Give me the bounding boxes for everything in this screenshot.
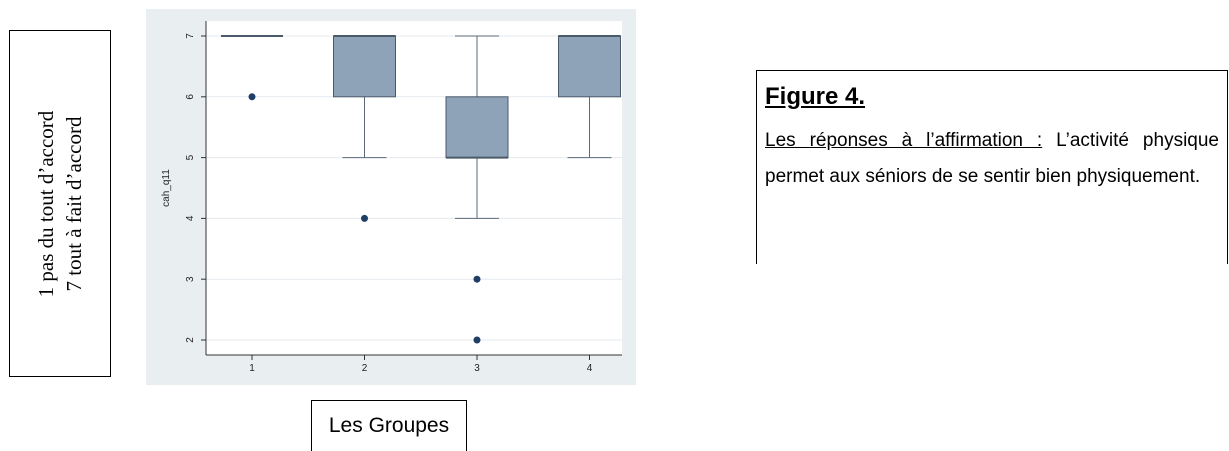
outlier-point (248, 93, 256, 101)
x-tick-label: 1 (249, 363, 255, 374)
y-tick-label: 6 (185, 94, 196, 100)
outlier-point (473, 336, 481, 344)
figure-lead: Les réponses à l’affirmation : (765, 130, 1043, 151)
box-iqr (445, 96, 509, 159)
x-tick-label: 3 (474, 363, 480, 374)
y-tick-label: 4 (185, 215, 196, 221)
x-tick-label: 2 (362, 363, 368, 374)
figure-title: Figure 4. (765, 83, 866, 110)
y-tick-label: 7 (185, 33, 196, 39)
y-tick-label: 3 (185, 276, 196, 282)
figure-caption-box: Figure 4. Les réponses à l’affirmation :… (756, 70, 1228, 264)
scale-line-2: 7 tout à fait d’accord (62, 116, 86, 291)
box-iqr (333, 35, 396, 98)
scale-line-1: 1 pas du tout d’accord (34, 110, 58, 297)
x-tick-label: 4 (587, 363, 593, 374)
box-iqr (558, 35, 621, 98)
box-plot-panel: 2 3 4 5 6 7 cah_q11 1 2 3 4 (146, 9, 636, 385)
figure-body: L’activité physique permet aux séniors d… (765, 130, 1219, 187)
y-axis-description-text: 1 pas du tout d’accord 7 tout à fait d’a… (32, 110, 88, 297)
box-plot-chart: 2 3 4 5 6 7 cah_q11 1 2 3 4 (161, 21, 622, 374)
y-axis-label: cah_q11 (161, 169, 172, 207)
plot-area (206, 21, 622, 355)
outlier-point (361, 214, 368, 222)
outlier-point (473, 275, 481, 283)
figure-description: Les réponses à l’affirmation : L’activit… (765, 123, 1219, 195)
x-axis-description-box: Les Groupes (311, 400, 467, 451)
y-tick-label: 5 (185, 154, 196, 160)
y-tick-label: 2 (185, 337, 196, 343)
y-axis-description-box: 1 pas du tout d’accord 7 tout à fait d’a… (9, 30, 111, 377)
